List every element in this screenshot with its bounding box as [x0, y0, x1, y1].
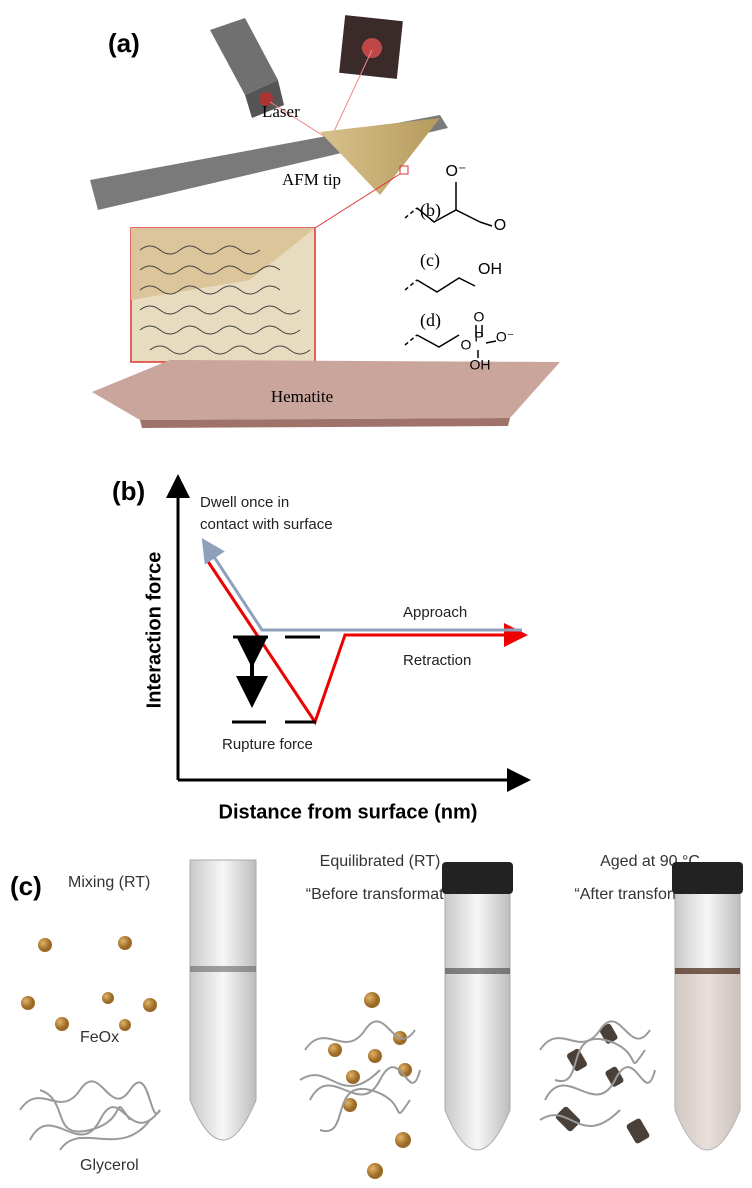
atom: O [461, 337, 472, 353]
particle-label: FeOx [80, 1029, 119, 1046]
atom: O [474, 309, 485, 325]
panel-label: (a) [108, 28, 140, 58]
annotation: Dwell once in [200, 494, 289, 511]
panel-label: (c) [10, 871, 42, 901]
stage-title: Equilibrated (RT) [320, 853, 441, 870]
atom: OH [478, 261, 502, 278]
stage-title: Mixing (RT) [68, 874, 150, 891]
atom: OH [470, 357, 491, 373]
approach-curve [205, 543, 522, 630]
figure: (a) Laser AFM tip Hematite (b) O⁻ O (c) … [0, 0, 752, 1188]
laser-label: Laser [262, 102, 300, 121]
laser-body [210, 18, 278, 95]
afm-tip-label: AFM tip [282, 170, 341, 189]
panel-a: (a) Laser AFM tip Hematite (b) O⁻ O (c) … [90, 15, 560, 428]
atom: O⁻ [496, 329, 514, 345]
atom: O [494, 217, 506, 234]
rods [555, 1023, 651, 1145]
glycerol-label: Glycerol [80, 1157, 139, 1174]
annotation: contact with surface [200, 516, 333, 533]
y-axis-title: Interaction force [143, 552, 165, 709]
panel-label: (b) [112, 476, 145, 506]
atom: O⁻ [446, 163, 467, 180]
structure-label: (d) [420, 310, 441, 331]
structure-label: (b) [420, 200, 441, 221]
x-axis-title: Distance from surface (nm) [219, 801, 478, 823]
structure-label: (c) [420, 250, 440, 271]
retraction-label: Retraction [403, 652, 471, 669]
rupture-label: Rupture force [222, 736, 313, 753]
approach-label: Approach [403, 604, 467, 621]
surface-label: Hematite [271, 387, 333, 406]
panel-c: (c) Mixing (RT) FeOx Glycerol Equilibrat… [10, 853, 743, 1179]
panel-b: (b) Dwell once in contact with surface I… [112, 476, 525, 823]
tubes [190, 860, 743, 1150]
laser-spot [362, 38, 382, 58]
atom: P [474, 329, 483, 345]
